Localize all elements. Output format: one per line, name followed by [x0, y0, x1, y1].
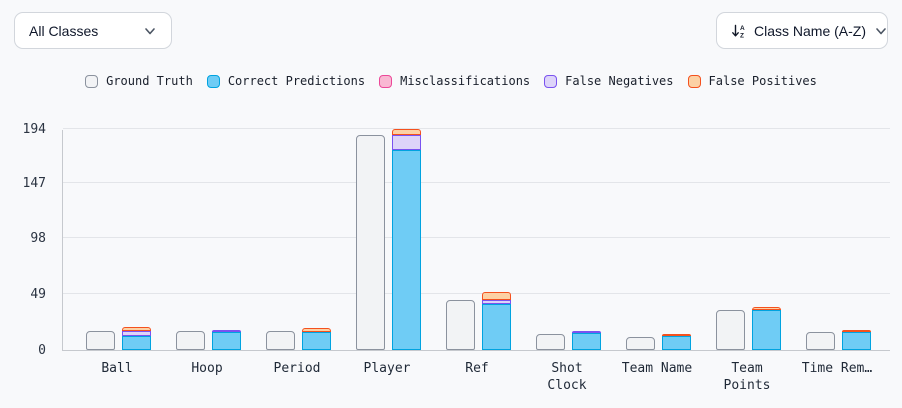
- bar-predictions-shot-clock[interactable]: [571, 330, 601, 350]
- segment-correct-predictions-period[interactable]: [301, 331, 331, 350]
- segment-false-positives-period[interactable]: [301, 328, 331, 332]
- chevron-down-icon: [876, 27, 886, 34]
- x-tick-label-ref: Ref: [465, 361, 489, 376]
- segment-correct-predictions-team-name[interactable]: [661, 336, 691, 350]
- legend-swatch-correct-predictions: [206, 74, 220, 88]
- segment-false-negatives-hoop[interactable]: [211, 329, 241, 332]
- x-tick-label-period: Period: [273, 361, 321, 376]
- bar-predictions-player[interactable]: [391, 129, 421, 350]
- x-tick-label-shot-clock: Shot Clock: [547, 361, 587, 393]
- sort-dropdown[interactable]: A Z Class Name (A-Z): [716, 12, 888, 49]
- x-tick-label-team-points: Team Points: [723, 361, 771, 393]
- class-filter-dropdown[interactable]: All Classes: [14, 12, 172, 49]
- legend-label: Correct Predictions: [227, 74, 366, 88]
- bar-ground-truth-period[interactable]: [265, 330, 295, 350]
- segment-false-negatives-player[interactable]: [391, 134, 421, 150]
- bar-predictions-time-rem[interactable]: [841, 329, 871, 350]
- legend-item-false-negatives[interactable]: False Negatives: [544, 74, 674, 88]
- legend-swatch-ground-truth: [85, 74, 99, 88]
- segment-false-negatives-ref[interactable]: [481, 299, 511, 305]
- class-filter-value: All Classes: [29, 22, 99, 39]
- chart-legend: Ground Truth Correct Predictions Misclassi…: [0, 74, 902, 88]
- x-tick-label-team-name: Team Name: [621, 361, 693, 376]
- bar-ground-truth-team-points[interactable]: [715, 310, 745, 350]
- y-tick-label: 0: [38, 343, 46, 358]
- y-tick-label: 194: [22, 122, 46, 137]
- segment-false-negatives-shot-clock[interactable]: [571, 330, 601, 333]
- segment-correct-predictions-shot-clock[interactable]: [571, 332, 601, 350]
- legend-label: False Positives: [708, 74, 817, 88]
- segment-correct-predictions-time-rem[interactable]: [841, 331, 871, 350]
- bar-predictions-hoop[interactable]: [211, 329, 241, 350]
- chevron-down-icon: [145, 27, 155, 34]
- bar-predictions-period[interactable]: [301, 328, 331, 350]
- svg-text:Z: Z: [740, 32, 744, 39]
- sort-a-to-z-icon: A Z: [732, 24, 745, 39]
- legend-label: Ground Truth: [106, 74, 193, 88]
- legend-label: Misclassifications: [400, 74, 531, 88]
- segment-false-positives-time-rem[interactable]: [841, 329, 871, 332]
- bar-predictions-team-name[interactable]: [661, 334, 691, 350]
- legend-swatch-misclassifications: [379, 74, 393, 88]
- sort-value: Class Name (A-Z): [754, 22, 867, 39]
- segment-false-positives-team-points[interactable]: [751, 306, 781, 311]
- segment-false-positives-ref[interactable]: [481, 291, 511, 300]
- gridline-98: [63, 237, 890, 239]
- bar-ground-truth-team-name[interactable]: [625, 337, 655, 350]
- legend-item-correct-predictions[interactable]: Correct Predictions: [206, 74, 366, 88]
- segment-correct-predictions-team-points[interactable]: [751, 310, 781, 350]
- y-tick-label: 49: [30, 287, 46, 303]
- bar-predictions-ref[interactable]: [481, 291, 511, 350]
- segment-correct-predictions-hoop[interactable]: [211, 331, 241, 350]
- legend-swatch-false-negatives: [544, 74, 558, 88]
- legend-item-ground-truth[interactable]: Ground Truth: [85, 74, 193, 88]
- segment-false-positives-ball[interactable]: [121, 327, 151, 331]
- bar-ground-truth-shot-clock[interactable]: [535, 334, 565, 350]
- segment-false-negatives-ball[interactable]: [121, 330, 151, 337]
- segment-false-positives-player[interactable]: [391, 129, 421, 135]
- bar-predictions-team-points[interactable]: [751, 306, 781, 350]
- legend-item-misclassifications[interactable]: Misclassifications: [379, 74, 530, 88]
- gridline-147: [63, 181, 890, 183]
- plot-area: [62, 128, 890, 351]
- y-tick-label: 147: [22, 175, 46, 191]
- bar-ground-truth-time-rem[interactable]: [805, 331, 835, 350]
- x-tick-label-hoop: Hoop: [191, 361, 223, 376]
- legend-swatch-false-positives: [687, 74, 701, 88]
- sort-value-group: A Z Class Name (A-Z): [731, 23, 866, 39]
- legend-item-false-positives[interactable]: False Positives: [687, 74, 817, 88]
- bar-ground-truth-hoop[interactable]: [175, 330, 205, 350]
- svg-text:A: A: [740, 25, 745, 32]
- gridline-49: [63, 293, 890, 295]
- x-tick-label-ball: Ball: [101, 361, 133, 376]
- segment-false-positives-team-name[interactable]: [661, 334, 691, 337]
- gridline-194: [63, 128, 890, 129]
- bar-ground-truth-player[interactable]: [355, 134, 385, 350]
- y-tick-label: 98: [30, 231, 46, 247]
- bar-ground-truth-ref[interactable]: [445, 299, 475, 350]
- segment-correct-predictions-ref[interactable]: [481, 304, 511, 350]
- bar-predictions-ball[interactable]: [121, 327, 151, 350]
- segment-correct-predictions-ball[interactable]: [121, 336, 151, 350]
- segment-correct-predictions-player[interactable]: [391, 149, 421, 350]
- bar-ground-truth-ball[interactable]: [85, 330, 115, 350]
- x-tick-label-player: Player: [363, 361, 411, 376]
- x-tick-label-time-rem: Time Rem…: [801, 361, 873, 376]
- legend-label: False Negatives: [565, 74, 674, 88]
